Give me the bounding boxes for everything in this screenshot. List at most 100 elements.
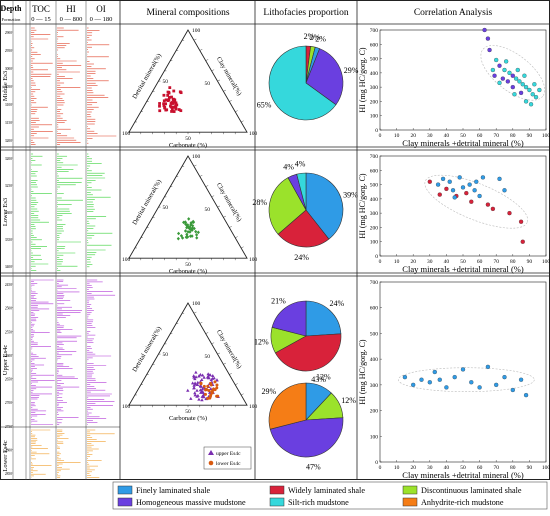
pie-slice-homogeneous <box>305 48 344 106</box>
ternary-point <box>206 384 210 388</box>
ternary-bottom-label: Carbonate (%) <box>169 268 207 275</box>
ternary-point <box>206 376 211 380</box>
ternary-point <box>185 224 189 228</box>
x-tick-label: 50 <box>460 465 466 471</box>
x-axis-label: Clay minerals +detrital mineral (%) <box>402 138 524 148</box>
legend-swatch-discontinuous <box>402 485 418 495</box>
ternary-left-label: Detrital mineral(%) <box>131 178 163 226</box>
ternary-point <box>180 236 185 240</box>
pie-slice-finely <box>305 300 342 337</box>
ternary-point <box>203 392 207 396</box>
scatter-point <box>447 179 452 184</box>
scatter-point <box>444 186 449 192</box>
x-tick-label: 80 <box>510 465 516 471</box>
pie-label: 24% <box>294 253 309 262</box>
legend-label-homogeneous: Homogeneous massive mudstone <box>136 498 246 507</box>
y-tick-label: 200 <box>370 409 379 415</box>
ternary-point <box>175 103 179 107</box>
ternary-point <box>204 388 208 392</box>
scatter-point <box>494 57 499 63</box>
pie-slice-homogeneous <box>269 417 344 458</box>
ternary-point <box>190 234 194 238</box>
ternary-point <box>207 390 212 394</box>
ternary-point <box>195 388 199 392</box>
ternary-point <box>196 230 200 235</box>
ternary-point <box>192 374 196 378</box>
pie-label: 39% <box>343 191 358 200</box>
ternary-point <box>178 90 182 94</box>
ternary-point <box>172 98 176 102</box>
ternary-point <box>177 231 181 236</box>
ternary-point <box>198 372 203 376</box>
ternary-point <box>189 396 193 400</box>
ternary-point <box>172 89 176 93</box>
legend-label-discontinuous: Discontinuous laminated shale <box>421 486 522 495</box>
ternary-tick: 50 <box>205 354 211 360</box>
scatter-point <box>472 188 477 193</box>
y-axis-label: HI (mg HC/gorg. C) <box>358 173 367 239</box>
scatter-point <box>480 175 486 180</box>
ternary-point <box>195 233 199 237</box>
y-tick-label: 0 <box>375 128 378 134</box>
depth-tick: 3250 <box>5 184 12 188</box>
ternary-point <box>208 394 212 398</box>
scatter-point <box>515 67 520 73</box>
ternary-tick: 50 <box>163 352 169 358</box>
pie-label: 4% <box>283 162 294 171</box>
depth-tick: 3100 <box>5 103 12 107</box>
pie-slice-finely <box>305 172 344 240</box>
scatter-point <box>437 192 442 197</box>
x-tick-label: 70 <box>493 259 499 265</box>
y-tick-label: 0 <box>375 460 378 466</box>
x-tick-label: 100 <box>542 259 550 265</box>
x-tick-label: 30 <box>427 259 433 265</box>
formation-header: Formation <box>2 17 21 22</box>
pie-label: 12% <box>254 338 269 347</box>
pie-label: 12% <box>316 372 331 381</box>
oi-range: 0 — 180 <box>90 16 113 23</box>
pie-slice-anhydrite <box>268 382 307 430</box>
y-tick-label: 700 <box>370 280 379 286</box>
x-tick-label: 90 <box>527 465 533 471</box>
y-tick-label: 500 <box>370 183 379 189</box>
correlation-plot: 0 10 20 30 40 50 60 70 80 90 100 0 100 200 300 400 500 60… <box>358 280 550 480</box>
ternary-point <box>215 394 219 398</box>
ternary-point <box>215 378 219 382</box>
x-tick-label: 100 <box>542 465 550 471</box>
scatter-point <box>469 380 474 385</box>
scatter-point <box>528 102 534 107</box>
ternary-point <box>183 229 188 233</box>
pie-label: 21% <box>271 296 286 305</box>
pie-slice-silt <box>296 172 307 211</box>
ternary-point <box>192 375 196 379</box>
scatter-point <box>523 99 529 104</box>
y-tick-label: 200 <box>370 99 379 105</box>
ternary-point <box>164 102 168 106</box>
scatter-point <box>507 70 512 76</box>
scatter-point <box>477 193 482 199</box>
scatter-point <box>457 175 462 180</box>
ternary-point <box>190 226 194 230</box>
ternary-point <box>172 105 175 109</box>
scatter-point <box>411 382 416 388</box>
scatter-point <box>502 188 507 193</box>
formation-label-row2: Lower Es3 <box>2 198 9 226</box>
y-tick-label: 700 <box>370 28 379 34</box>
toc-header: TOC <box>32 4 50 14</box>
y-tick-label: 400 <box>370 197 379 203</box>
depth-tick: 2900 <box>5 31 12 35</box>
ternary-point <box>162 102 166 106</box>
ternary-point <box>195 236 199 240</box>
scatter-point <box>520 239 525 244</box>
scatter-point <box>533 94 539 100</box>
depth-tick: 3200 <box>5 139 12 143</box>
pie-label: 2% <box>304 32 315 41</box>
x-tick-label: 50 <box>460 259 466 265</box>
ternary-point <box>209 386 213 390</box>
scatter-point <box>460 367 466 372</box>
ternary-point <box>199 381 203 385</box>
pie-label: 4% <box>295 159 306 168</box>
x-tick-label: 60 <box>477 133 483 139</box>
scatter-point <box>402 374 408 380</box>
x-tick-label: 40 <box>444 465 450 471</box>
